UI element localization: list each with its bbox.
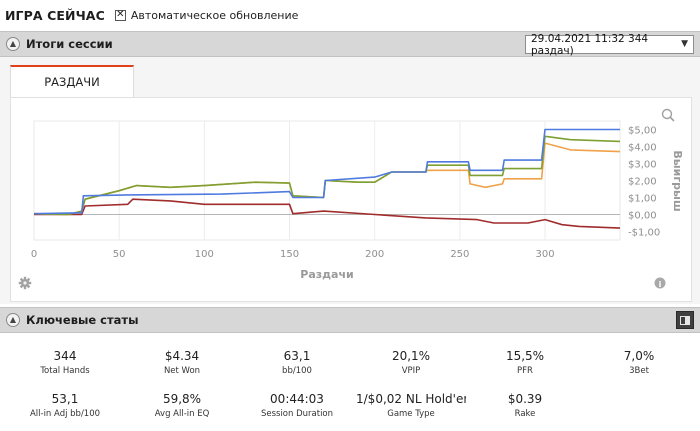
auto-update-checkbox[interactable]: ✕ bbox=[114, 9, 126, 21]
x-tick-label: 50 bbox=[113, 249, 126, 260]
stat-game-type: 1/$0,02 NL Hold'em Game Type bbox=[356, 392, 466, 419]
stat-session-duration: 00:44:03 Session Duration bbox=[260, 392, 334, 419]
y-tick-label: $5,00 bbox=[628, 126, 657, 137]
session-select-value: 29.04.2021 11:32 344 раздач) bbox=[531, 32, 649, 57]
zoom-icon bbox=[661, 108, 673, 120]
x-tick-label: 150 bbox=[280, 249, 299, 260]
x-tick-label: 250 bbox=[450, 249, 469, 260]
y-tick-label: -$1,00 bbox=[628, 228, 660, 239]
chevron-down-icon: ▼ bbox=[681, 39, 688, 49]
info-icon-glyph: i bbox=[659, 280, 662, 289]
info-icon bbox=[654, 277, 666, 289]
stats-panel-header: ▲ Ключевые статы bbox=[0, 307, 700, 333]
stat-pfr: 15,5% PFR bbox=[505, 349, 545, 376]
y-axis-title: Выигрыш bbox=[671, 150, 684, 211]
x-tick-label: 0 bbox=[31, 249, 37, 260]
zoom-icon-handle bbox=[669, 116, 675, 122]
chart-card bbox=[10, 97, 692, 302]
stat-rake: $0.39 Rake bbox=[507, 392, 543, 419]
x-tick-label: 100 bbox=[195, 249, 214, 260]
chevron-up-icon[interactable]: ▲ bbox=[6, 37, 20, 51]
stat-allin-adj: 53,1 All-in Adj bb/100 bbox=[29, 392, 101, 419]
session-panel-title: Итоги сессии bbox=[26, 37, 113, 51]
auto-update-label[interactable]: Автоматическое обновление bbox=[130, 8, 299, 22]
series-line-green bbox=[33, 135, 621, 216]
series-line-red bbox=[34, 198, 621, 229]
stat-bb100: 63,1 bb/100 bbox=[282, 349, 312, 376]
stat-total-hands: 344 Total Hands bbox=[40, 349, 90, 376]
chevron-up-icon[interactable]: ▲ bbox=[6, 313, 20, 327]
plot-frame bbox=[33, 120, 621, 241]
series-line-blue bbox=[33, 128, 620, 215]
stat-3bet: 7,0% 3Bet bbox=[623, 349, 655, 376]
y-tick-label: $0,00 bbox=[628, 211, 657, 222]
session-panel-header: ▲ Итоги сессии 29.04.2021 11:32 344 разд… bbox=[0, 31, 700, 57]
x-tick-label: 200 bbox=[365, 249, 384, 260]
y-tick-label: $4,00 bbox=[628, 143, 657, 154]
stats-area: 344 Total Hands $4.34 Net Won 63,1 bb/100 2… bbox=[0, 336, 700, 431]
y-tick-label: $3,00 bbox=[628, 160, 657, 171]
x-tick-label: 300 bbox=[535, 249, 554, 260]
top-bar: ИГРА СЕЙЧАС ✕ Автоматическое обновление bbox=[0, 0, 700, 30]
y-tick-label: $2,00 bbox=[628, 177, 657, 188]
stat-net-won: $4.34 Net Won bbox=[163, 349, 201, 376]
chart-area: РАЗДАЧИ bbox=[0, 57, 700, 304]
stat-avg-allin-eq: 59,8% Avg All-in EQ bbox=[154, 392, 210, 419]
x-axis-title: Раздачи bbox=[300, 268, 353, 281]
stats-panel-title: Ключевые статы bbox=[26, 313, 139, 327]
stat-vpip: 20,1% VPIP bbox=[391, 349, 431, 376]
panel-toggle-icon[interactable] bbox=[676, 311, 694, 329]
tab-hands[interactable]: РАЗДАЧИ bbox=[10, 65, 134, 97]
gear-icon-hole bbox=[23, 281, 27, 285]
session-select[interactable]: 29.04.2021 11:32 344 раздач) ▼ bbox=[525, 32, 694, 57]
winnings-chart: -$1,00 $0,00 $1,00 $2,00 $3,00 $4,00 $5,00 0 50 1… bbox=[18, 108, 684, 290]
app-title: ИГРА СЕЙЧАС bbox=[5, 7, 105, 23]
y-tick-label: $1,00 bbox=[628, 194, 657, 205]
